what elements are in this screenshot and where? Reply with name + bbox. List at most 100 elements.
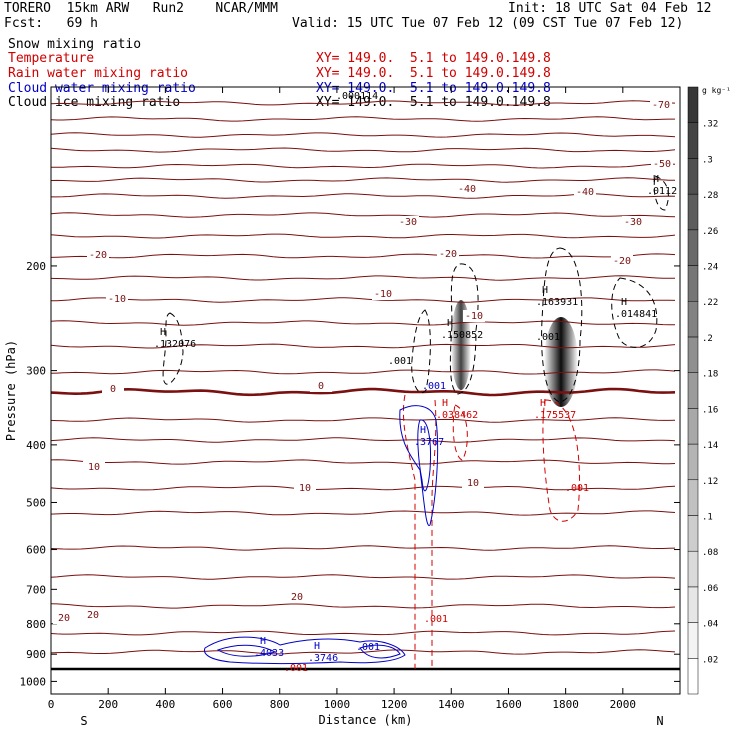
colorbar-bin — [687, 658, 699, 695]
isotherm-label: -20 — [439, 249, 457, 260]
maximum-marker: H — [442, 398, 448, 409]
maximum-marker: H — [653, 174, 659, 185]
maximum-value: .3767 — [414, 437, 444, 448]
maximum-marker: H — [314, 641, 320, 652]
forecast-hour: Fcst: 69 h — [4, 16, 98, 31]
y-axis-label: Pressure (hPa) — [4, 340, 18, 441]
maximum-value: .132076 — [154, 339, 196, 350]
isotherm-label-bg — [651, 158, 673, 170]
colorbar-tick-label: .2 — [702, 334, 713, 344]
isotherm-label-bg — [650, 99, 672, 111]
isotherm-line — [50, 510, 676, 516]
isotherm-label: -10 — [108, 294, 126, 305]
isotherm-label-bg — [372, 288, 394, 300]
colorbar-tick-label: .22 — [702, 298, 718, 308]
mixing-ratio-contours — [162, 175, 669, 669]
cloud-water-contour — [216, 644, 277, 657]
maximum-value: .014841 — [615, 309, 657, 320]
x-tick-label: 0 — [48, 698, 55, 711]
y-tick-label: 500 — [26, 496, 46, 509]
colorbar-tick-label: .18 — [702, 370, 718, 380]
isotherm-label-bg — [574, 186, 596, 198]
colorbar: .02 .04 .06 .08 .1 .12 .14 .16 .18 .2 .22 .24 .26 .28… — [687, 86, 731, 695]
maximum-marker: H — [621, 297, 627, 308]
isotherm-label-bg — [397, 216, 419, 228]
colorbar-bin — [687, 443, 699, 481]
cloud-water-contour — [417, 419, 431, 492]
rain-contour — [542, 399, 580, 522]
colorbar-bin — [687, 408, 699, 445]
isotherm-label: -40 — [576, 187, 594, 198]
maximum-value: .175537 — [534, 410, 576, 421]
isotherm-label-bg — [462, 477, 484, 489]
maximum-marker: H — [447, 318, 453, 329]
isotherm-label: 20 — [58, 613, 70, 624]
colorbar-tick-label: .24 — [702, 263, 718, 273]
isotherm-line — [50, 343, 676, 349]
colorbar-bin — [687, 229, 699, 266]
isotherm-line — [51, 193, 676, 199]
y-tick-label: 200 — [26, 260, 46, 273]
isotherm-label: -40 — [458, 184, 476, 195]
isotherm-label-bg — [286, 591, 308, 603]
isotherm-label: -20 — [89, 250, 107, 261]
rain-contour — [431, 399, 437, 669]
isotherm-line — [50, 163, 676, 169]
maximum-value: .163931 — [536, 297, 578, 308]
colorbar-bin — [687, 586, 699, 623]
isotherm-line — [50, 275, 675, 281]
x-tick-label: 200 — [98, 698, 118, 711]
rain-contour — [452, 404, 468, 461]
maximum-value: .3746 — [308, 653, 338, 664]
isotherm-label-bg — [83, 461, 105, 473]
isotherm-label: 20 — [291, 592, 303, 603]
isotherm-lines — [50, 100, 680, 671]
cloud-water-contour — [203, 636, 406, 664]
field-xy-rain: XY= 149.0. 5.1 to 149.0.149.8 — [316, 66, 551, 81]
colorbar-bin — [687, 550, 699, 588]
isotherm-label-bg — [463, 310, 485, 322]
isotherm-label-bg — [106, 293, 128, 305]
y-tick-label: 600 — [26, 544, 46, 557]
maximum-marker: H — [540, 398, 546, 409]
isotherm-label-bg — [53, 612, 75, 624]
colorbar-tick-label: .32 — [702, 120, 718, 130]
y-tick-label: 900 — [26, 648, 46, 661]
isotherm-line — [50, 147, 676, 153]
isotherm-line — [50, 459, 676, 465]
x-axis-label: Distance (km) — [319, 713, 413, 727]
snow-contour — [541, 247, 583, 403]
contour-label: .001 — [536, 332, 560, 343]
ice-contour — [162, 312, 184, 385]
isotherm-line — [50, 649, 676, 655]
init-time: Init: 18 UTC Sat 04 Feb 12 — [508, 1, 712, 16]
colorbar-tick-label: .1 — [702, 512, 713, 522]
isotherm-line — [50, 320, 675, 326]
zero-isotherm — [50, 387, 676, 397]
contour-label: .001 — [356, 642, 380, 653]
field-xy-temperature: XY= 149.0. 5.1 to 149.0.149.8 — [316, 51, 551, 66]
cloud-water-contour — [399, 405, 439, 526]
x-tick-label: 2000 — [610, 698, 637, 711]
y-tick-label: 800 — [26, 618, 46, 631]
x-tick-label: 1600 — [495, 698, 522, 711]
y-tick-label: 700 — [26, 583, 46, 596]
endpoint-right: N — [656, 714, 663, 728]
field-name-cloud-ice: Cloud ice mixing ratio — [8, 95, 181, 110]
ice-contour — [653, 175, 669, 211]
isotherm-line — [50, 212, 676, 218]
snow-contour — [449, 263, 479, 395]
isotherm-line — [50, 417, 676, 423]
isotherm-line — [50, 574, 676, 580]
colorbar-bin — [687, 372, 699, 409]
maximum-marker: H — [420, 425, 426, 436]
field-name-snow: Snow mixing ratio — [8, 37, 142, 52]
contour-label: .001 — [422, 381, 446, 392]
plot-frame — [50, 86, 681, 695]
y-tick-label: 300 — [26, 365, 46, 378]
rain-contour — [402, 394, 416, 669]
cloud-water-contour — [359, 644, 401, 659]
field-name-temperature: Temperature — [8, 51, 95, 66]
colorbar-unit: g kg⁻¹ — [702, 86, 731, 95]
